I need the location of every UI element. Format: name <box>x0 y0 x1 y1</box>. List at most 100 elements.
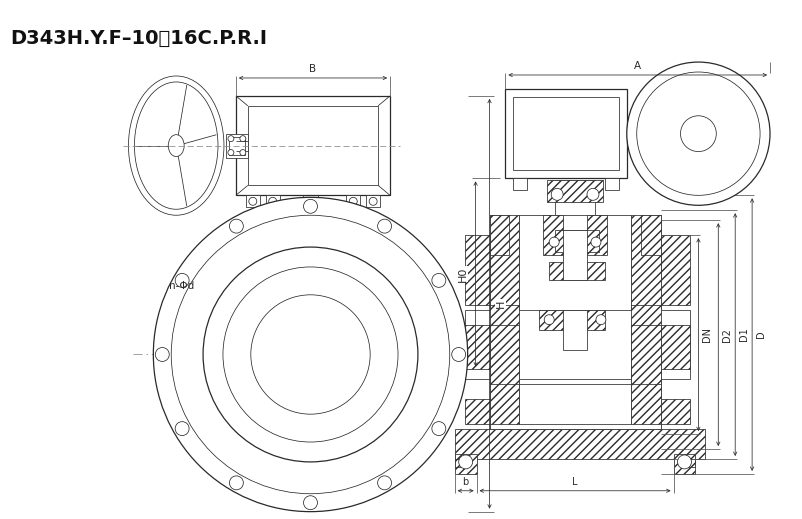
Circle shape <box>229 476 243 490</box>
Circle shape <box>285 199 293 207</box>
Text: B: B <box>310 64 317 74</box>
Bar <box>686 459 695 467</box>
Circle shape <box>587 188 599 200</box>
Circle shape <box>678 455 691 469</box>
Circle shape <box>328 199 336 207</box>
Text: A: A <box>634 61 642 71</box>
Circle shape <box>249 197 257 206</box>
Circle shape <box>350 197 357 206</box>
Bar <box>248 106 378 185</box>
Text: D1: D1 <box>739 327 749 342</box>
Bar <box>489 305 520 385</box>
Bar <box>605 179 619 190</box>
Circle shape <box>175 421 189 435</box>
Bar <box>549 262 605 280</box>
Bar <box>547 181 603 202</box>
Text: D: D <box>756 331 766 338</box>
Bar <box>520 215 630 325</box>
Bar <box>563 310 587 349</box>
Circle shape <box>314 199 322 207</box>
Circle shape <box>459 455 472 469</box>
Bar <box>339 246 351 256</box>
Bar <box>661 235 691 305</box>
Ellipse shape <box>128 76 224 215</box>
Bar <box>630 385 661 429</box>
Text: D2: D2 <box>723 327 732 342</box>
Bar <box>661 399 691 424</box>
Bar <box>251 228 371 246</box>
Bar <box>246 228 375 246</box>
Bar <box>641 215 661 255</box>
Bar <box>489 424 661 429</box>
Circle shape <box>240 149 246 156</box>
Circle shape <box>637 72 760 195</box>
Bar <box>513 97 619 170</box>
Bar <box>630 325 661 404</box>
Ellipse shape <box>168 134 184 157</box>
Text: DN: DN <box>703 327 712 342</box>
Text: 关: 关 <box>557 190 562 200</box>
Circle shape <box>298 199 306 207</box>
Bar <box>674 454 695 474</box>
Circle shape <box>303 496 318 510</box>
Circle shape <box>452 348 466 361</box>
Bar <box>265 195 280 207</box>
Bar <box>489 215 520 325</box>
Bar <box>555 181 595 220</box>
Circle shape <box>303 199 318 213</box>
Circle shape <box>551 188 563 200</box>
Circle shape <box>355 232 365 242</box>
Bar <box>367 195 380 207</box>
Bar <box>489 325 520 404</box>
Circle shape <box>545 315 554 325</box>
Circle shape <box>256 232 265 242</box>
Bar <box>587 215 607 255</box>
Text: b: b <box>463 477 469 487</box>
Bar <box>253 246 265 256</box>
Circle shape <box>369 197 377 206</box>
Bar <box>489 385 520 429</box>
Circle shape <box>431 421 446 435</box>
Ellipse shape <box>135 82 218 209</box>
Bar <box>630 305 661 385</box>
Bar <box>455 454 476 474</box>
Circle shape <box>203 247 418 462</box>
Bar <box>455 459 464 467</box>
Circle shape <box>269 197 277 206</box>
Circle shape <box>172 215 450 494</box>
Bar <box>226 134 248 158</box>
Text: D343H.Y.F–10～16C.P.R.I: D343H.Y.F–10～16C.P.R.I <box>10 29 267 48</box>
Text: n-Φd: n-Φd <box>169 281 194 291</box>
Bar <box>661 325 691 370</box>
Bar <box>505 89 627 179</box>
Bar <box>229 136 245 155</box>
Circle shape <box>240 135 246 142</box>
Circle shape <box>549 237 559 247</box>
Circle shape <box>156 348 169 361</box>
Circle shape <box>378 219 391 233</box>
Circle shape <box>288 232 298 242</box>
Circle shape <box>323 232 334 242</box>
Circle shape <box>228 135 234 142</box>
Circle shape <box>229 219 243 233</box>
Text: L: L <box>573 477 577 487</box>
Circle shape <box>431 274 446 288</box>
Text: H: H <box>496 299 505 308</box>
Circle shape <box>627 62 770 206</box>
Circle shape <box>596 315 606 325</box>
Circle shape <box>378 476 391 490</box>
Bar <box>464 399 489 424</box>
Circle shape <box>251 295 371 414</box>
Bar <box>520 385 630 429</box>
Circle shape <box>228 149 234 156</box>
Bar <box>630 215 661 325</box>
Circle shape <box>591 237 601 247</box>
Bar <box>356 246 368 256</box>
Bar <box>346 195 360 207</box>
Bar <box>555 230 599 252</box>
Circle shape <box>175 274 189 288</box>
Bar <box>297 209 325 225</box>
Bar <box>464 325 489 370</box>
Bar <box>513 179 528 190</box>
Bar <box>455 429 706 459</box>
